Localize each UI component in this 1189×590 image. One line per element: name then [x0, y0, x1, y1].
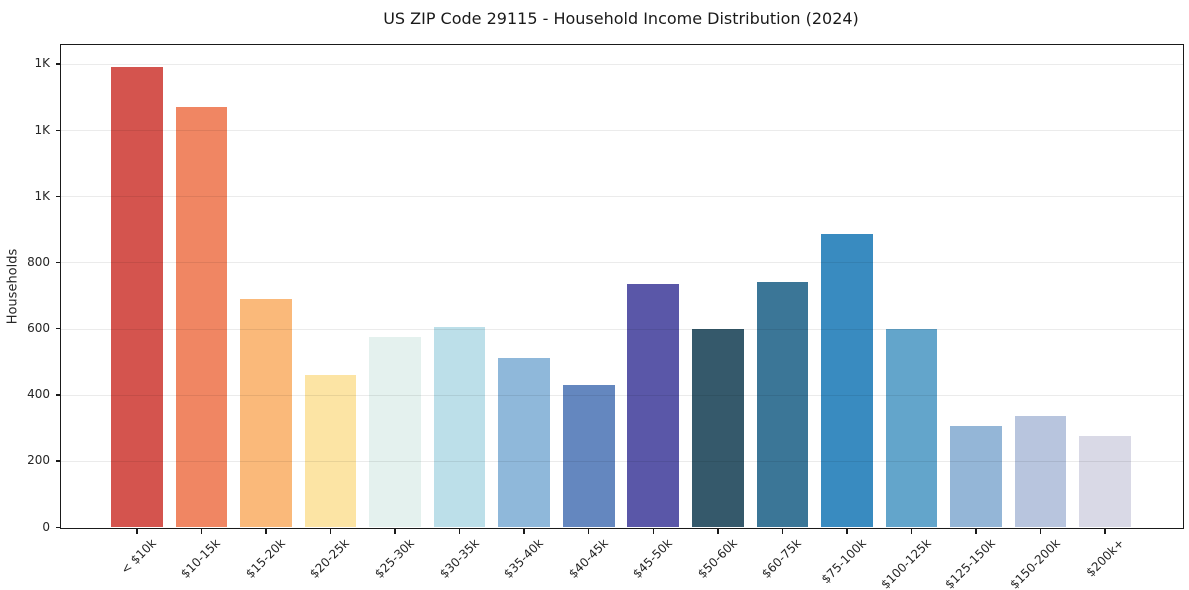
y-tick-mark [56, 394, 61, 396]
y-axis-label: Households [5, 248, 21, 324]
y-tick-mark [56, 63, 61, 65]
gridline-1K [61, 63, 1183, 65]
bar-$45-50k [627, 283, 680, 527]
bar-$30-35k [433, 326, 486, 527]
gridline-1K [61, 130, 1183, 131]
y-tick-mark [56, 460, 61, 462]
y-tick-label: 600 [27, 321, 50, 335]
bar-$10-15k [175, 106, 228, 527]
bar-$125-150k [950, 426, 1002, 527]
x-tick-mark [265, 529, 267, 534]
x-tick-mark [523, 529, 525, 534]
y-tick-label: 1K [34, 188, 50, 203]
bar-$60-75k [756, 282, 809, 527]
y-tick-mark [56, 526, 61, 528]
y-tick-label: 1K [34, 122, 50, 137]
bar-$25-30k [369, 336, 421, 527]
bar-$15-20k [240, 298, 292, 527]
bar-$150-200k [1014, 416, 1067, 527]
x-tick-mark [1039, 529, 1042, 534]
x-tick-mark [458, 529, 461, 534]
gridline-800 [61, 262, 1183, 264]
x-tick-mark [200, 529, 203, 534]
bar-$35-40k [498, 358, 550, 527]
x-tick-mark [394, 529, 396, 534]
x-tick-mark [910, 529, 913, 534]
bar-$200k+ [1079, 436, 1131, 527]
chart-title: US ZIP Code 29115 - Household Income Dis… [383, 9, 859, 28]
x-tick-mark [781, 529, 784, 534]
bar-$100-125k [885, 328, 938, 527]
x-tick-mark [846, 529, 848, 534]
bar-$50-60k [692, 328, 744, 527]
y-tick-mark [56, 129, 61, 131]
x-tick-mark [717, 529, 719, 534]
x-tick-mark [652, 529, 654, 534]
x-tick-mark [1104, 529, 1106, 534]
gridline-400 [61, 394, 1183, 396]
y-tick-mark [56, 195, 61, 198]
gridline-600 [61, 328, 1183, 330]
x-tick-mark [136, 529, 138, 534]
x-tick-mark [329, 529, 332, 534]
bar-< $10k [111, 67, 163, 527]
y-tick-label: 400 [27, 387, 50, 402]
y-tick-label: 0 [42, 519, 50, 534]
x-tick-mark [975, 529, 977, 534]
x-tick-label: < $10k [117, 536, 159, 577]
bar-$75-100k [821, 234, 873, 527]
gridline-1K [61, 196, 1183, 198]
gridline-200 [61, 460, 1183, 462]
y-tick-mark [56, 261, 61, 264]
y-tick-label: 800 [27, 254, 50, 269]
y-tick-mark [56, 328, 61, 330]
y-tick-label: 200 [27, 453, 50, 468]
x-tick-mark [588, 529, 590, 534]
y-tick-label: 1K [34, 56, 50, 71]
bar-$40-45k [562, 384, 615, 527]
bar-$20-25k [304, 374, 357, 527]
